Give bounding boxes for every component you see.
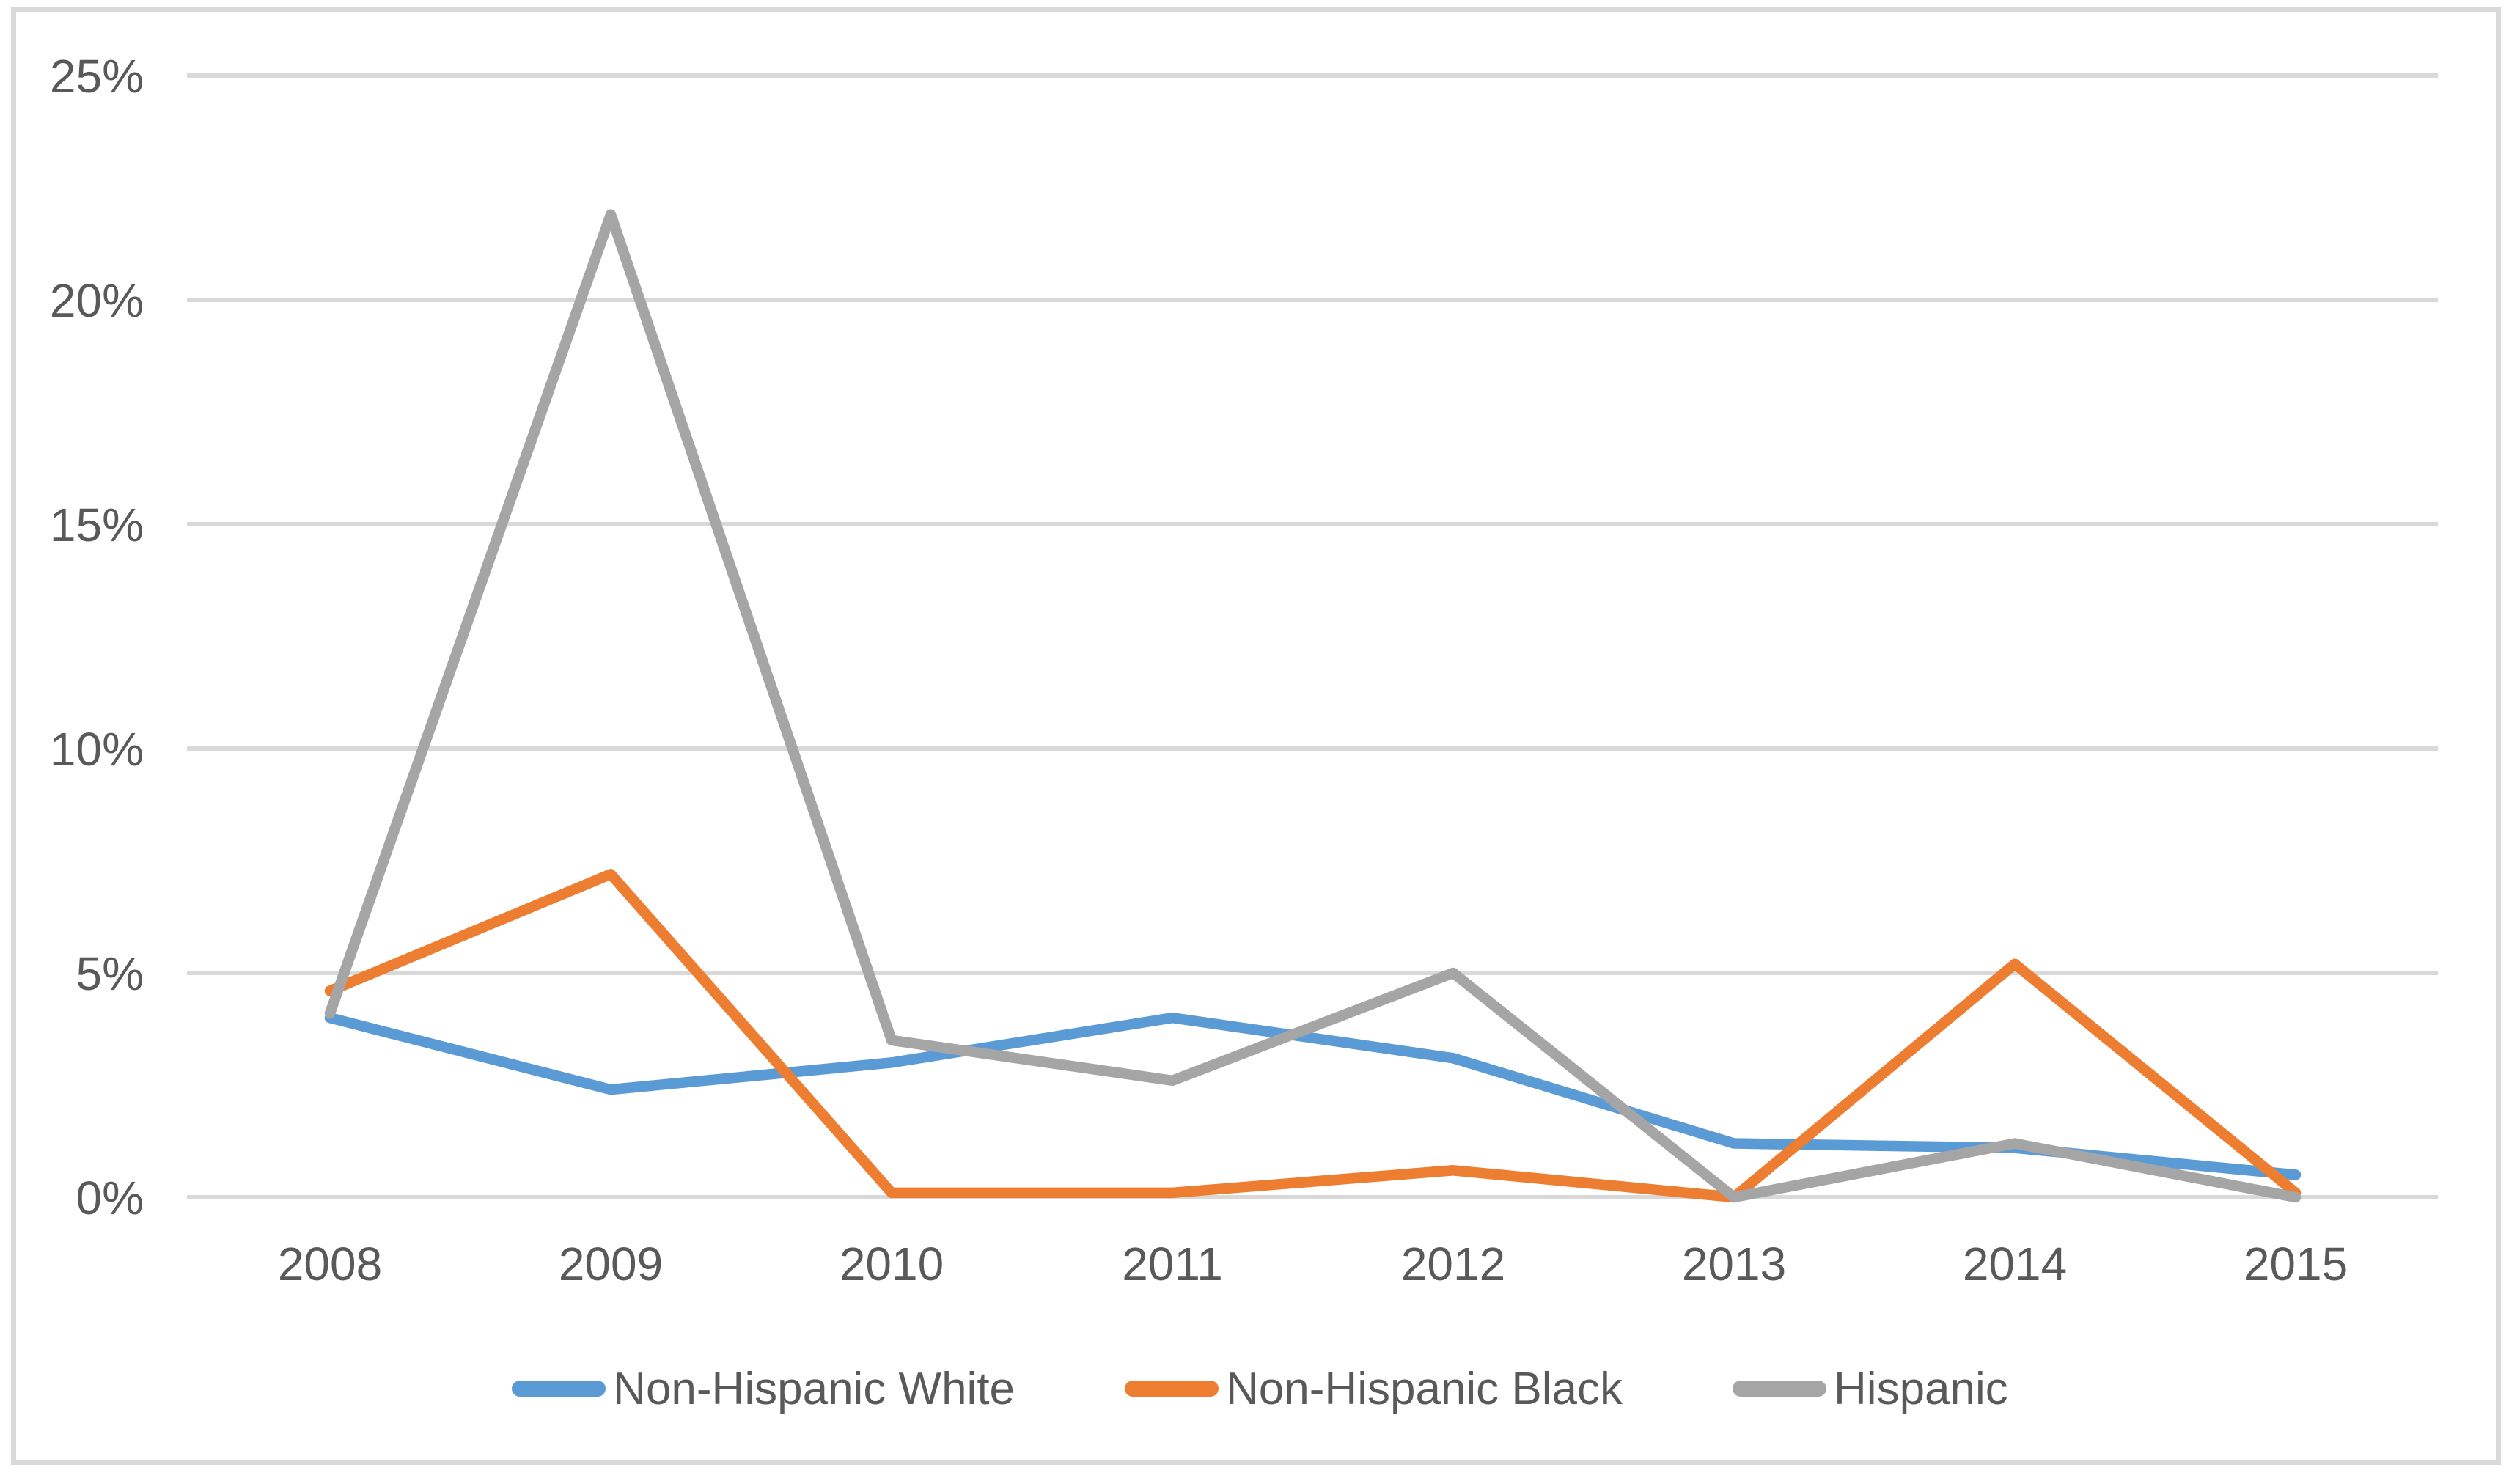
- legend-swatch-hispanic: [1733, 1381, 1827, 1397]
- x-axis-tick-label: 2013: [1682, 1238, 1786, 1290]
- y-axis-tick-label: 25%: [50, 50, 144, 103]
- series-line-hispanic: [324, 209, 2302, 1203]
- series-line-non-hispanic-black: [324, 869, 2302, 1203]
- legend-item-non-hispanic-white: Non-Hispanic White: [512, 1363, 1015, 1415]
- legend-swatch-non-hispanic-white: [512, 1381, 606, 1397]
- x-axis-tick-label: 2015: [2244, 1238, 2348, 1290]
- y-axis-tick-label: 5%: [76, 947, 144, 1000]
- legend-label-non-hispanic-white: Non-Hispanic White: [613, 1363, 1015, 1414]
- y-axis-tick-label: 15%: [50, 499, 144, 551]
- legend-label-non-hispanic-black: Non-Hispanic Black: [1226, 1363, 1623, 1414]
- x-axis-tick-label: 2014: [1963, 1238, 2067, 1290]
- x-axis-tick-label: 2011: [1122, 1238, 1223, 1290]
- legend: Non-Hispanic White Non-Hispanic Black Hi…: [0, 1355, 2520, 1422]
- legend-swatch-non-hispanic-black: [1125, 1381, 1219, 1397]
- x-axis-tick-label: 2009: [559, 1238, 663, 1290]
- legend-label-hispanic: Hispanic: [1834, 1363, 2008, 1414]
- y-axis-tick-label: 10%: [50, 723, 144, 776]
- legend-item-hispanic: Hispanic: [1733, 1363, 2008, 1415]
- y-axis-tick-label: 20%: [50, 274, 144, 327]
- x-axis-tick-label: 2010: [840, 1238, 944, 1290]
- legend-item-non-hispanic-black: Non-Hispanic Black: [1125, 1363, 1623, 1415]
- y-axis-tick-label: 0%: [76, 1172, 144, 1224]
- x-axis-tick-label: 2012: [1401, 1238, 1505, 1290]
- x-axis-tick-label: 2008: [278, 1238, 382, 1290]
